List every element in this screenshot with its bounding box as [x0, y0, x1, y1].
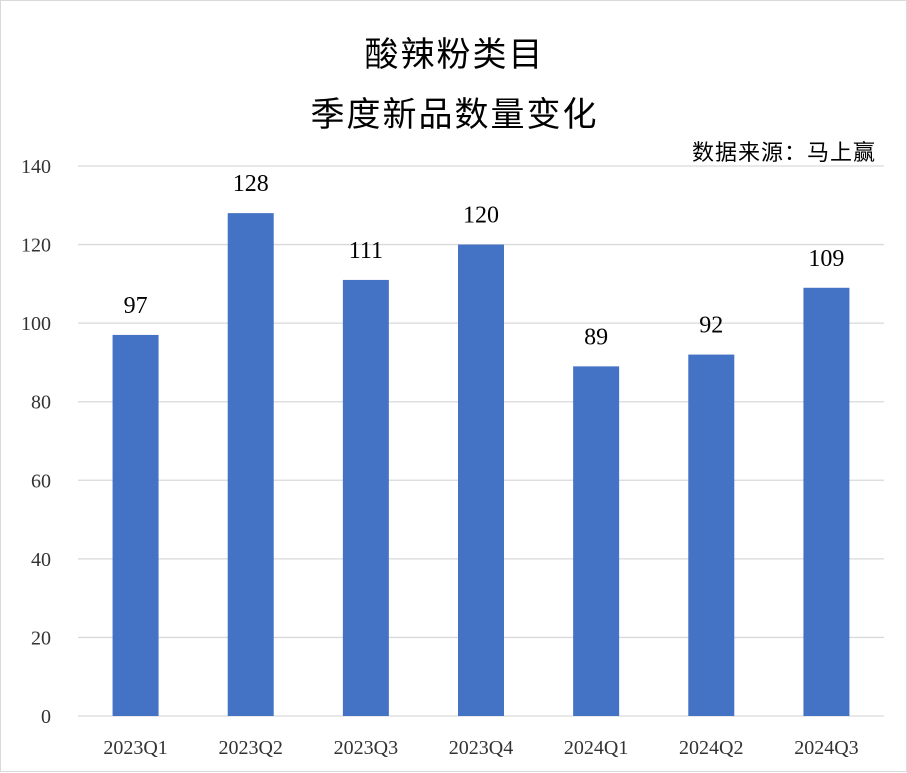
- bar: [688, 354, 735, 716]
- data-label: 111: [349, 238, 383, 264]
- y-tick-label: 140: [21, 156, 51, 178]
- bar: [458, 244, 504, 717]
- x-tick-label: 2024Q1: [564, 737, 628, 759]
- x-tick-label: 2024Q2: [679, 737, 743, 759]
- data-label: 92: [699, 313, 723, 339]
- chart-subtitle: 季度新品数量变化: [310, 95, 599, 135]
- y-tick-label: 80: [31, 392, 51, 414]
- y-tick-label: 20: [31, 627, 51, 649]
- y-tick-label: 60: [31, 470, 51, 492]
- data-label: 120: [463, 203, 499, 229]
- x-tick-label: 2023Q1: [103, 737, 167, 759]
- bar: [227, 213, 274, 716]
- data-label: 97: [124, 293, 148, 319]
- x-tick-label: 2023Q3: [334, 737, 398, 759]
- data-labels: 97 128 111 120 89 92 109: [124, 171, 845, 350]
- x-tick-label: 2024Q3: [794, 737, 858, 759]
- bar: [803, 287, 850, 716]
- chart-title: 酸辣粉类目: [364, 35, 545, 75]
- y-tick-label: 120: [21, 235, 51, 257]
- data-label: 109: [808, 246, 844, 272]
- bar: [112, 334, 159, 716]
- data-source-note: 数据来源：马上赢: [691, 141, 876, 166]
- y-axis-ticks: 0 20 40 60 80 100 120 140: [21, 156, 51, 728]
- y-tick-label: 40: [31, 549, 51, 571]
- bars: [112, 213, 850, 717]
- y-tick-label: 100: [21, 313, 51, 335]
- x-axis-ticks: 2023Q1 2023Q2 2023Q3 2023Q4 2024Q1 2024Q2 2024…: [103, 737, 858, 759]
- data-label: 89: [584, 324, 608, 350]
- data-label: 128: [233, 171, 269, 197]
- x-tick-label: 2023Q4: [449, 737, 513, 759]
- bar: [573, 366, 620, 716]
- x-tick-label: 2023Q2: [218, 737, 282, 759]
- y-tick-label: 0: [41, 706, 51, 728]
- bar: [342, 279, 389, 716]
